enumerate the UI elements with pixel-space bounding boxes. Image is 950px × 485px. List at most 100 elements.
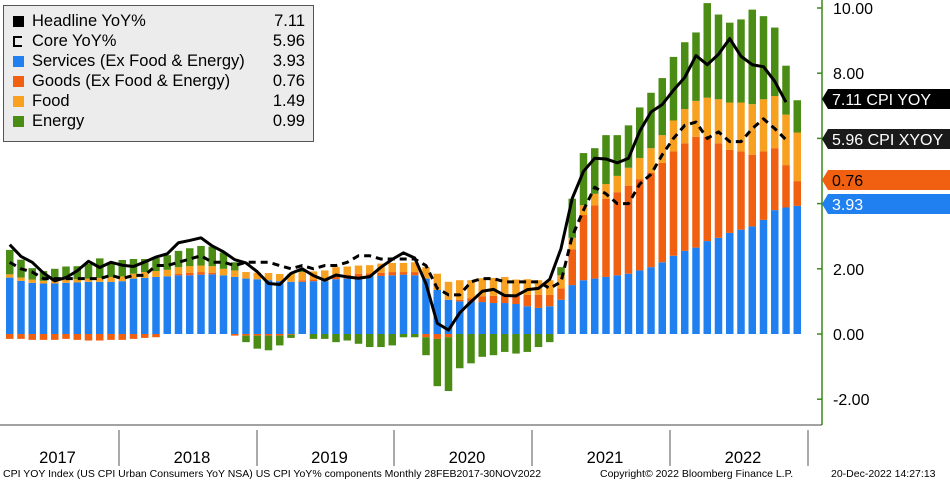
bar-segment-food-0 [6, 274, 14, 278]
bar-segment-energy-37 [422, 337, 430, 356]
bar-segment-energy-70 [793, 100, 801, 133]
legend-item: Goods (Ex Food & Energy) 0.76 [4, 71, 313, 91]
legend-label: Core YoY% [32, 32, 117, 50]
bar-segment-energy-42 [478, 334, 486, 357]
bar-segment-goods-38 [433, 334, 441, 339]
bar-segment-goods-25 [287, 334, 295, 335]
bar-segment-services-60 [681, 250, 689, 334]
bar-segment-food-59 [669, 120, 678, 152]
bar-segment-services-64 [726, 232, 734, 334]
bar-segment-services-38 [433, 289, 441, 334]
bar-segment-energy-39 [444, 337, 453, 392]
bar-segment-food-42 [478, 278, 486, 297]
legend-swatch [13, 76, 24, 87]
bar-segment-energy-19 [219, 252, 228, 269]
bar-segment-energy-13 [152, 258, 160, 272]
y-tick-label: 0.00 [833, 327, 864, 344]
bar-segment-goods-65 [737, 151, 745, 230]
bar-segment-services-58 [658, 262, 666, 334]
bar-segment-services-21 [242, 278, 250, 334]
bar-segment-food-41 [467, 280, 475, 299]
bar-segment-services-39 [444, 299, 453, 334]
bar-segment-goods-36 [411, 272, 419, 276]
bar-segment-goods-66 [748, 154, 756, 227]
bar-segment-food-23 [264, 273, 273, 281]
value-tag: 5.96 CPI XYOY [822, 129, 950, 149]
x-year-label: 2020 [449, 449, 486, 467]
bar-segment-energy-38 [433, 338, 441, 387]
bar-segment-energy-64 [726, 22, 734, 103]
bar-segment-food-61 [692, 100, 700, 137]
y-tick-label: 10.00 [833, 1, 873, 18]
bar-segment-goods-33 [377, 272, 385, 276]
legend-swatch [13, 16, 24, 27]
bar-segment-goods-9 [107, 334, 115, 340]
legend-value: 7.11 [274, 12, 305, 30]
bar-segment-goods-11 [129, 334, 138, 339]
bar-segment-services-16 [186, 275, 194, 334]
legend-item: Core YoY% 5.96 [4, 31, 313, 51]
legend-value: 5.96 [272, 32, 305, 50]
bar-segment-goods-51 [579, 215, 588, 281]
bar-segment-goods-60 [681, 143, 689, 251]
bar-segment-goods-57 [647, 172, 655, 268]
bar-segment-food-17 [197, 265, 205, 273]
bar-segment-services-3 [39, 283, 48, 334]
bar-segment-energy-55 [624, 125, 633, 168]
bar-segment-energy-16 [186, 248, 194, 267]
bar-segment-goods-6 [73, 334, 81, 340]
bar-segment-food-28 [321, 270, 329, 279]
bar-segment-energy-5 [62, 266, 70, 280]
bar-segment-goods-4 [51, 334, 59, 340]
x-year-label: 2019 [311, 449, 348, 467]
bar-segment-services-65 [737, 229, 745, 334]
bar-segment-food-34 [388, 262, 396, 273]
bar-segment-services-51 [579, 280, 588, 334]
bar-segment-services-47 [534, 307, 543, 334]
legend-value: 0.76 [272, 72, 305, 90]
legend-swatch [13, 56, 24, 67]
value-tag-label: 0.76 [832, 173, 863, 190]
bar-segment-food-38 [433, 273, 441, 290]
bar-segment-energy-58 [658, 78, 666, 136]
bar-segment-services-54 [613, 275, 621, 334]
bar-segment-services-32 [366, 275, 374, 334]
bar-segment-goods-10 [118, 334, 126, 340]
bar-segment-services-36 [411, 275, 419, 334]
bar-segment-services-9 [107, 281, 115, 334]
bar-segment-services-59 [669, 255, 678, 334]
bar-segment-goods-0 [6, 334, 14, 339]
bar-segment-food-64 [726, 102, 734, 150]
y-tick-label: 8.00 [833, 66, 864, 83]
legend-item: Headline YoY% 7.11 [4, 11, 313, 31]
bar-segment-energy-3 [39, 271, 48, 281]
bar-segment-food-16 [186, 266, 194, 273]
bar-segment-energy-7 [84, 263, 93, 279]
bar-segment-services-52 [591, 278, 599, 334]
bar-segment-energy-24 [276, 335, 284, 346]
bar-segment-services-56 [636, 270, 644, 334]
bar-segment-energy-45 [512, 334, 520, 354]
bar-segment-services-33 [377, 275, 385, 334]
bar-segment-food-14 [163, 269, 171, 277]
bar-segment-food-20 [231, 270, 239, 277]
bar-segment-goods-70 [793, 181, 801, 206]
bar-segment-energy-27 [309, 334, 318, 339]
bar-segment-energy-46 [523, 334, 531, 352]
bar-segment-services-35 [399, 274, 408, 334]
bar-segment-food-49 [557, 275, 565, 289]
bar-segment-services-40 [456, 301, 464, 334]
bar-segment-goods-23 [264, 334, 273, 336]
bar-segment-energy-52 [591, 148, 599, 194]
bar-segment-energy-51 [579, 153, 588, 206]
bar-segment-services-13 [152, 276, 160, 334]
bar-segment-energy-34 [388, 334, 396, 346]
bar-segment-services-55 [624, 273, 633, 334]
core-yoy-line [8, 117, 788, 297]
bar-segment-services-2 [28, 282, 36, 334]
bar-segment-energy-2 [28, 268, 36, 280]
bar-segment-goods-44 [501, 294, 509, 304]
bar-segment-goods-64 [726, 149, 734, 233]
bar-segment-food-50 [568, 237, 576, 250]
bar-segment-goods-2 [28, 334, 36, 340]
